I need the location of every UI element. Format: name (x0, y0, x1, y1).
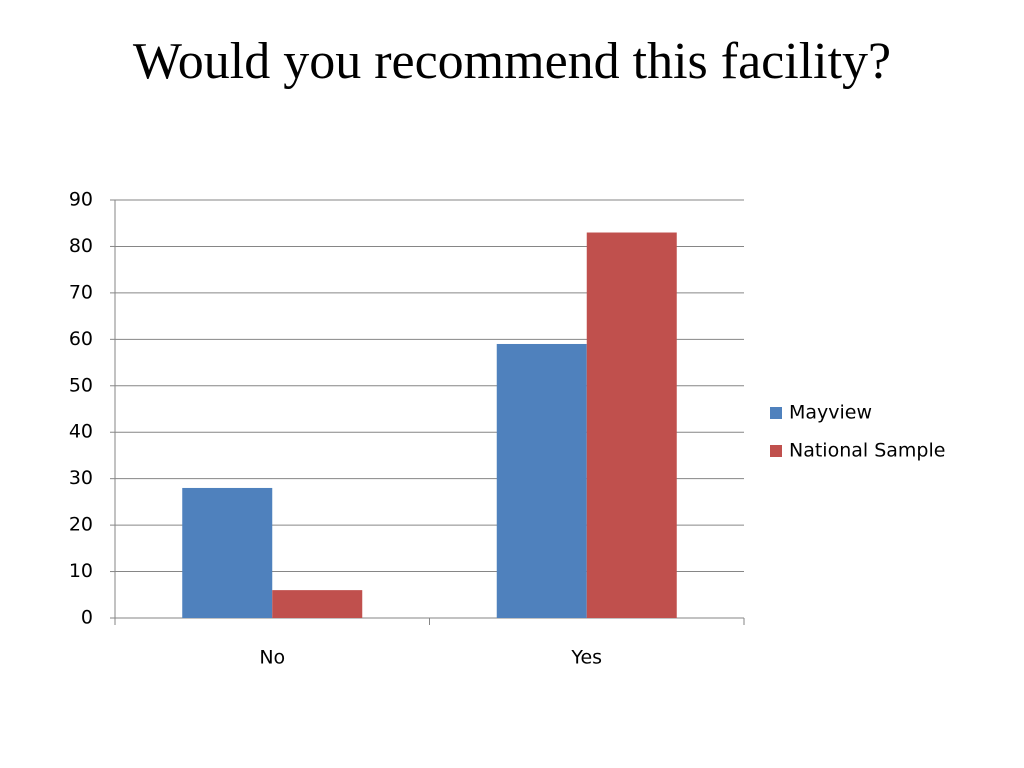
legend-label: National Sample (789, 440, 945, 462)
y-tick-label: 70 (69, 281, 93, 303)
chart-title: Would you recommend this facility? (132, 33, 892, 90)
y-tick-label: 50 (69, 374, 93, 396)
y-tick-label: 60 (69, 328, 93, 350)
y-tick-label: 40 (69, 421, 93, 443)
y-tick-label: 80 (69, 235, 93, 257)
bar (586, 232, 677, 618)
y-tick-label: 30 (69, 467, 93, 489)
legend-swatch (770, 445, 782, 457)
x-tick-label: Yes (570, 647, 602, 669)
y-tick-label: 20 (69, 514, 93, 536)
legend-label: Mayview (789, 402, 872, 424)
y-tick-label: 90 (69, 189, 93, 211)
y-tick-label: 10 (69, 560, 93, 582)
y-tick-label: 0 (81, 607, 93, 629)
legend-swatch (770, 407, 782, 419)
bar (496, 343, 587, 618)
bar (182, 487, 273, 618)
bar (272, 590, 363, 618)
x-tick-label: No (259, 647, 285, 669)
